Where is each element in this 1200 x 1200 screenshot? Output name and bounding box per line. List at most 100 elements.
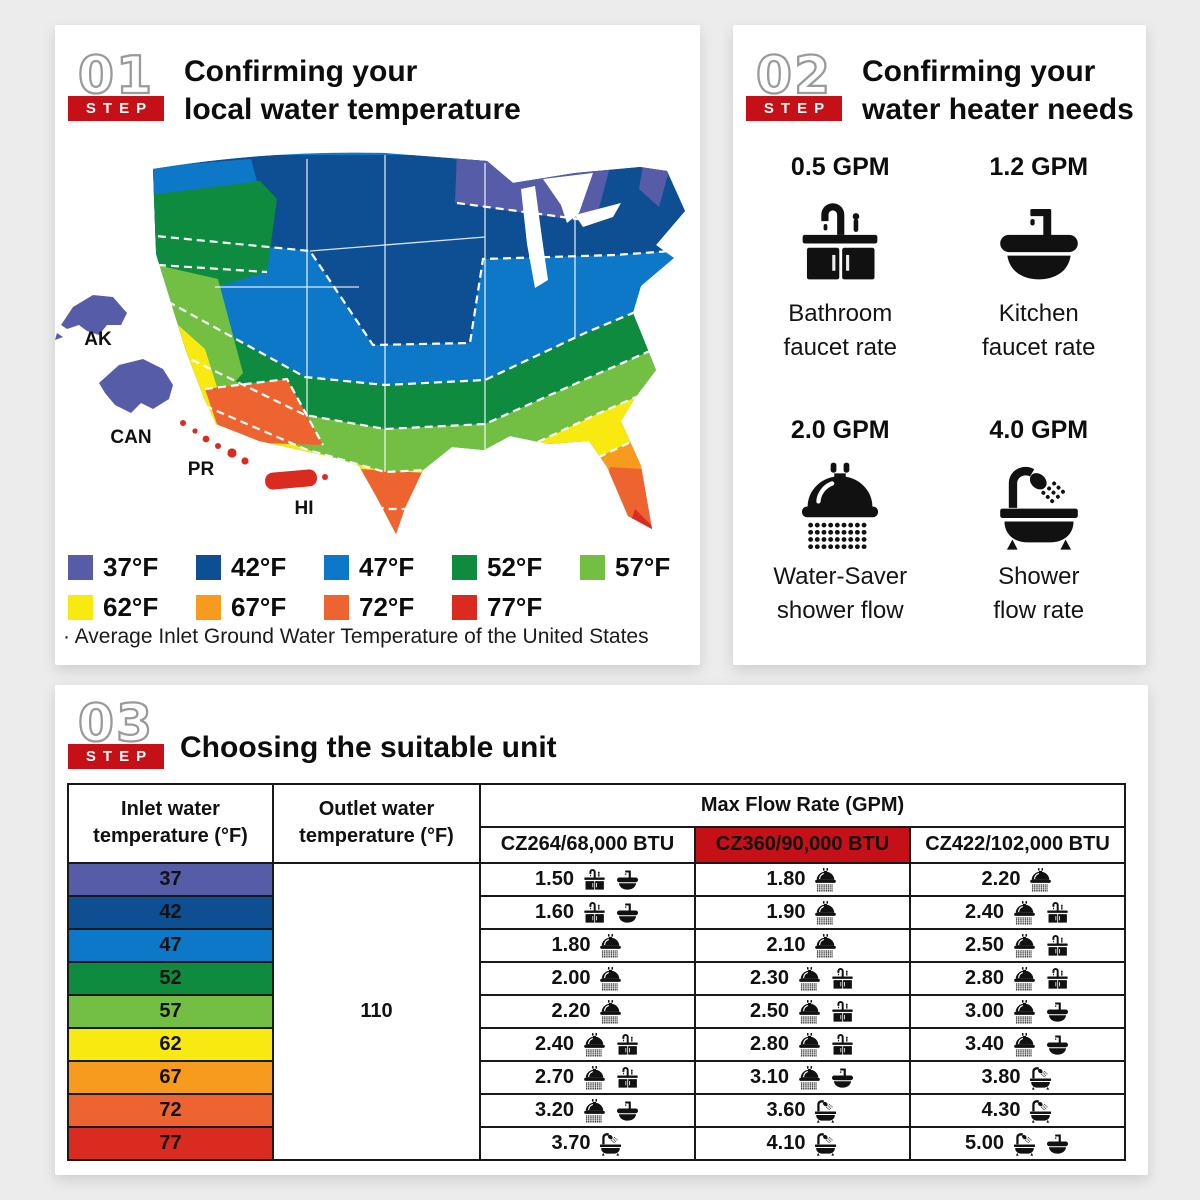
- inlet-temp-cell: 77: [67, 1125, 274, 1161]
- step-number: 03: [77, 694, 155, 754]
- step-label: STEP: [68, 95, 164, 121]
- step1-header: 01 STEP Confirming your local water temp…: [55, 25, 700, 130]
- flow-value: 3.00: [965, 999, 1004, 1022]
- need-label: Bathroom faucet rate: [783, 300, 897, 361]
- bathtub-icon: [813, 1131, 838, 1156]
- flow-rate-table: Inlet water temperature (°F) Outlet wate…: [67, 782, 1126, 1161]
- step-number: 02: [755, 46, 833, 106]
- flow-cell: 1.50: [479, 861, 696, 897]
- legend-label: 37°F: [103, 552, 159, 582]
- map-label-pr: PR: [188, 459, 215, 480]
- model-header: CZ360/90,000 BTU: [694, 825, 911, 864]
- legend-item: 77°F: [452, 592, 580, 623]
- flow-cell: 5.00: [909, 1125, 1126, 1161]
- legend-color-chip: [196, 595, 221, 620]
- bathtub-icon: [598, 1131, 623, 1156]
- bathroom-faucet-icon: [615, 1065, 640, 1090]
- flow-cell: 3.70: [479, 1125, 696, 1161]
- flow-value: 2.80: [750, 1032, 789, 1055]
- model-header-row: CZ264/68,000 BTU CZ360/90,000 BTU CZ422/10…: [68, 825, 1126, 864]
- flow-value: 2.80: [965, 966, 1004, 989]
- flow-value: 4.10: [766, 1131, 806, 1154]
- bathroom-faucet-icon: [582, 867, 607, 892]
- flow-cell: 3.80: [909, 1059, 1126, 1095]
- flow-row: 77 3.70 4.10 5.00: [67, 1125, 1126, 1161]
- legend-label: 67°F: [231, 592, 287, 622]
- kitchen-faucet-icon: [615, 867, 640, 892]
- bathtub-icon: [1028, 1098, 1053, 1123]
- step-number: 01: [77, 46, 155, 106]
- showerhead-icon: [1012, 999, 1037, 1024]
- map-label-ak: AK: [84, 329, 112, 350]
- legend-item: 57°F: [580, 552, 708, 583]
- showerhead-icon: [813, 900, 838, 925]
- flow-value: 5.00: [965, 1131, 1004, 1154]
- flow-value: 2.40: [535, 1032, 574, 1055]
- showerhead-icon: [1012, 966, 1037, 991]
- showerhead-icon: [598, 999, 623, 1024]
- flow-cell: 1.60: [479, 894, 696, 930]
- flow-row: 72 3.20 3.60 4.30: [67, 1092, 1126, 1128]
- flow-cell: 3.60: [694, 1092, 911, 1128]
- bathroom-faucet-icon: [830, 966, 855, 991]
- showerhead-icon: [1028, 867, 1053, 892]
- step1-badge: 01 STEP: [68, 46, 164, 121]
- flow-row: 42 1.60 1.90 2.40: [67, 894, 1126, 930]
- legend-item: 47°F: [324, 552, 452, 583]
- kitchen-faucet-icon: [1045, 999, 1070, 1024]
- bathtub-icon: [813, 1098, 838, 1123]
- flow-cell: 2.80: [909, 960, 1126, 996]
- inlet-temp-cell: 72: [67, 1092, 274, 1128]
- flow-value: 3.20: [535, 1098, 574, 1121]
- flow-cell: 1.90: [694, 894, 911, 930]
- inlet-temp-cell: 52: [67, 960, 274, 996]
- bathtub-icon: [1012, 1131, 1037, 1156]
- flow-cell: 4.10: [694, 1125, 911, 1161]
- flow-cell: 2.50: [694, 993, 911, 1029]
- showerhead-icon: [797, 966, 822, 991]
- bathroom-faucet-icon: [582, 900, 607, 925]
- model-header: CZ422/102,000 BTU: [909, 825, 1126, 864]
- flow-value: 2.50: [750, 999, 789, 1022]
- legend-item: 37°F: [68, 552, 196, 583]
- flow-row: 47 1.80 2.10 2.50: [67, 927, 1126, 963]
- step1-panel: 01 STEP Confirming your local water temp…: [55, 25, 700, 665]
- legend-label: 72°F: [359, 592, 415, 622]
- flow-value: 3.40: [965, 1032, 1004, 1055]
- legend-label: 52°F: [487, 552, 543, 582]
- flow-value: 3.80: [981, 1065, 1021, 1088]
- flow-cell: 2.20: [909, 861, 1126, 897]
- legend-color-chip: [324, 555, 349, 580]
- flow-value: 1.50: [535, 867, 574, 890]
- flow-cell: 2.40: [479, 1026, 696, 1062]
- step2-title: Confirming your water heater needs: [862, 55, 1134, 127]
- showerhead-icon: [582, 1098, 607, 1123]
- kitchen-faucet-icon: [1045, 1131, 1070, 1156]
- flow-row: 62 2.40 2.80 3.40: [67, 1026, 1126, 1062]
- flow-value: 2.00: [551, 966, 591, 989]
- legend-color-chip: [452, 595, 477, 620]
- flow-cell: 2.40: [909, 894, 1126, 930]
- flow-value: 1.80: [766, 867, 806, 890]
- outlet-temp-cell: 110: [272, 861, 481, 1161]
- need-flow-value: 0.5 GPM: [790, 153, 890, 181]
- step3-header: 03 STEP Choosing the suitable unit: [55, 685, 1148, 769]
- legend-label: 57°F: [615, 552, 671, 582]
- kitchen-faucet-icon: [1045, 1032, 1070, 1057]
- bathtub-icon: [993, 459, 1085, 551]
- bathroom-faucet-icon: [1045, 966, 1070, 991]
- flow-cell: 2.70: [479, 1059, 696, 1095]
- legend-color-chip: [196, 555, 221, 580]
- kitchen-faucet-icon: [993, 196, 1085, 288]
- need-item: 2.0 GPM Water-Saver shower flow: [745, 416, 935, 627]
- showerhead-icon: [1012, 933, 1037, 958]
- flow-row: 67 2.70 3.10 3.80: [67, 1059, 1126, 1095]
- flow-cell: 2.00: [479, 960, 696, 996]
- kitchen-faucet-icon: [615, 1098, 640, 1123]
- legend-item: 72°F: [324, 592, 452, 623]
- flow-value: 2.20: [551, 999, 591, 1022]
- flow-value: 1.80: [551, 933, 591, 956]
- need-item: 4.0 GPM Shower flow rate: [944, 416, 1134, 627]
- showerhead-icon: [794, 459, 886, 551]
- inlet-header: Inlet water temperature (°F): [67, 782, 274, 864]
